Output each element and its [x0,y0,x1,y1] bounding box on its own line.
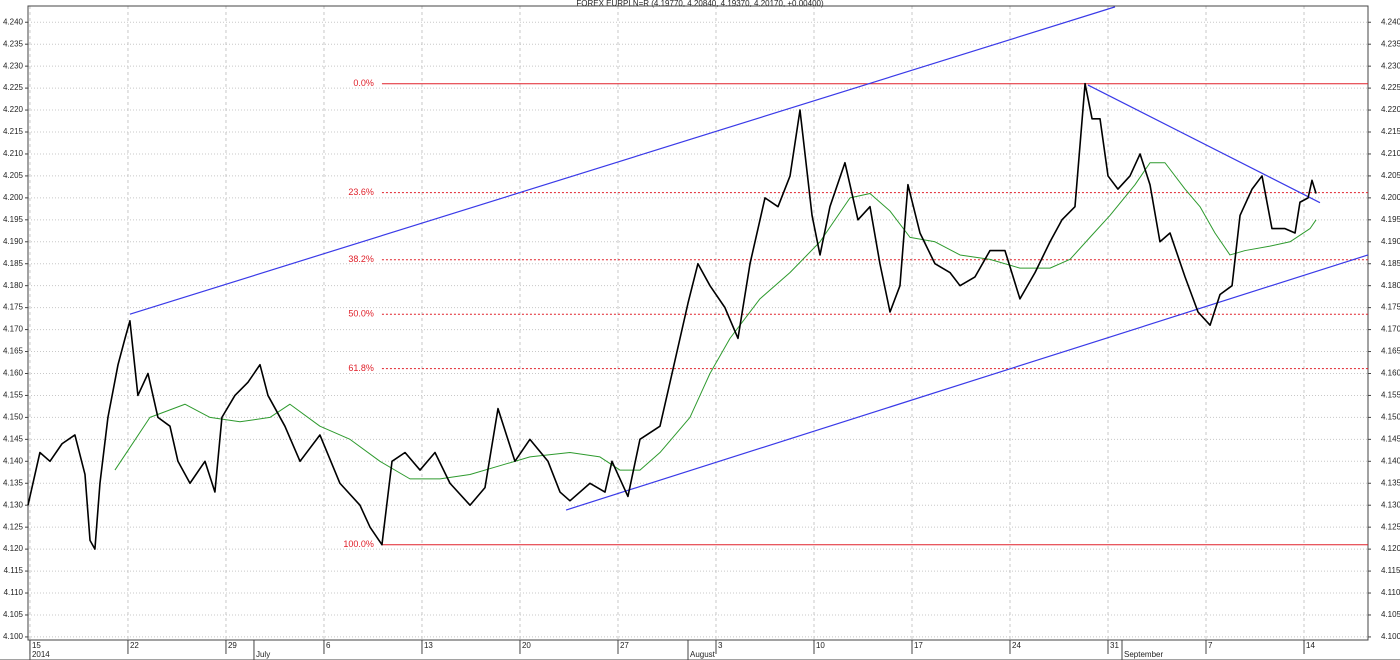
y-tick-label: 4.220 [3,105,24,114]
plot-frame [27,5,1369,641]
y-tick-label: 4.145 [3,434,24,443]
y-tick-label: 4.110 [4,588,24,597]
y-tick-label: 4.145 [1381,434,1400,443]
fib-label: 50.0% [348,309,374,319]
x-tick-label: 13 [424,641,433,650]
y-tick-label: 4.140 [3,456,24,465]
x-tick-label: 31 [1110,641,1119,650]
y-tick-label: 4.195 [3,215,24,224]
trendline [1087,84,1321,204]
y-tick-label: 4.185 [3,259,24,268]
y-tick-label: 4.115 [1381,566,1400,575]
month-label: 2014 [32,650,50,659]
y-tick-label: 4.115 [4,566,24,575]
y-tick-label: 4.120 [3,544,24,553]
x-tick-label: 29 [228,641,237,650]
y-tick-label: 4.190 [1381,237,1400,246]
y-tick-label: 4.165 [3,347,24,356]
trendline [565,254,1369,511]
y-tick-label: 4.150 [3,413,24,422]
y-tick-label: 4.165 [1381,347,1400,356]
y-tick-label: 4.135 [3,478,24,487]
fib-label: 23.6% [348,187,374,197]
month-label: July [256,650,270,659]
y-tick-label: 4.185 [1381,259,1400,268]
y-tick-label: 4.130 [1381,500,1400,509]
y-tick-label: 4.160 [1381,369,1400,378]
y-tick-label: 4.125 [3,522,24,531]
x-tick-label: 20 [522,641,531,650]
y-tick-label: 4.235 [1381,39,1400,48]
y-tick-label: 4.225 [3,83,24,92]
y-tick-label: 4.190 [3,237,24,246]
fib-label: 100.0% [343,539,374,549]
y-tick-label: 4.210 [1381,149,1400,158]
x-tick-label: 17 [914,641,923,650]
y-tick-label: 4.210 [3,149,24,158]
y-tick-label: 4.200 [3,193,24,202]
y-tick-label: 4.170 [1381,325,1400,334]
x-tick-label: 10 [816,641,825,650]
fib-label: 38.2% [348,254,374,264]
y-tick-label: 4.175 [3,303,24,312]
y-tick-label: 4.220 [1381,105,1400,114]
y-tick-label: 4.130 [3,500,24,509]
y-tick-label: 4.215 [3,127,24,136]
y-tick-label: 4.230 [3,61,24,70]
y-tick-label: 4.120 [1381,544,1400,553]
price-line [114,162,1317,480]
y-tick-label: 4.205 [3,171,24,180]
y-tick-label: 4.205 [1381,171,1400,180]
fib-label: 61.8% [348,363,374,373]
y-tick-label: 4.140 [1381,456,1400,465]
y-tick-label: 4.215 [1381,127,1400,136]
x-tick-label: 6 [326,641,331,650]
y-tick-label: 4.160 [3,369,24,378]
y-tick-label: 4.230 [1381,61,1400,70]
y-tick-label: 4.180 [3,281,24,290]
y-tick-label: 4.105 [3,610,24,619]
month-label: August [690,650,716,659]
y-tick-label: 4.225 [1381,83,1400,92]
month-label: September [1124,650,1163,659]
x-tick-label: 27 [620,641,629,650]
fib-label: 0.0% [353,78,374,88]
y-tick-label: 4.240 [3,17,24,26]
x-tick-label: 7 [1208,641,1213,650]
trendline [129,6,1116,315]
y-tick-label: 4.235 [3,39,24,48]
y-tick-label: 4.180 [1381,281,1400,290]
x-tick-label: 14 [1306,641,1315,650]
chart-title: FOREX EURPLN=R (4.19770, 4.20840, 4.1937… [576,0,824,8]
y-tick-label: 4.175 [1381,303,1400,312]
y-tick-label: 4.150 [1381,413,1400,422]
x-tick-label: 15 [32,641,41,650]
y-tick-label: 4.125 [1381,522,1400,531]
x-tick-label: 22 [130,641,139,650]
y-tick-label: 4.195 [1381,215,1400,224]
y-tick-label: 4.100 [1381,632,1400,641]
y-tick-label: 4.170 [3,325,24,334]
x-tick-label: 3 [718,641,723,650]
y-tick-label: 4.105 [1381,610,1400,619]
y-tick-label: 4.155 [3,391,24,400]
y-tick-label: 4.110 [1381,588,1400,597]
price-line [27,82,1317,550]
y-tick-label: 4.155 [1381,391,1400,400]
y-tick-label: 4.100 [3,632,24,641]
y-tick-label: 4.240 [1381,17,1400,26]
y-tick-label: 4.200 [1381,193,1400,202]
y-tick-label: 4.135 [1381,478,1400,487]
x-tick-label: 24 [1012,641,1021,650]
